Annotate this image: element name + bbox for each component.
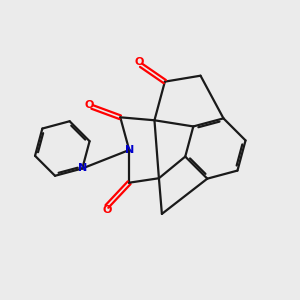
Text: O: O <box>84 100 94 110</box>
Text: N: N <box>124 145 134 155</box>
Text: O: O <box>135 57 144 67</box>
Text: N: N <box>78 164 87 173</box>
Text: O: O <box>102 205 112 215</box>
